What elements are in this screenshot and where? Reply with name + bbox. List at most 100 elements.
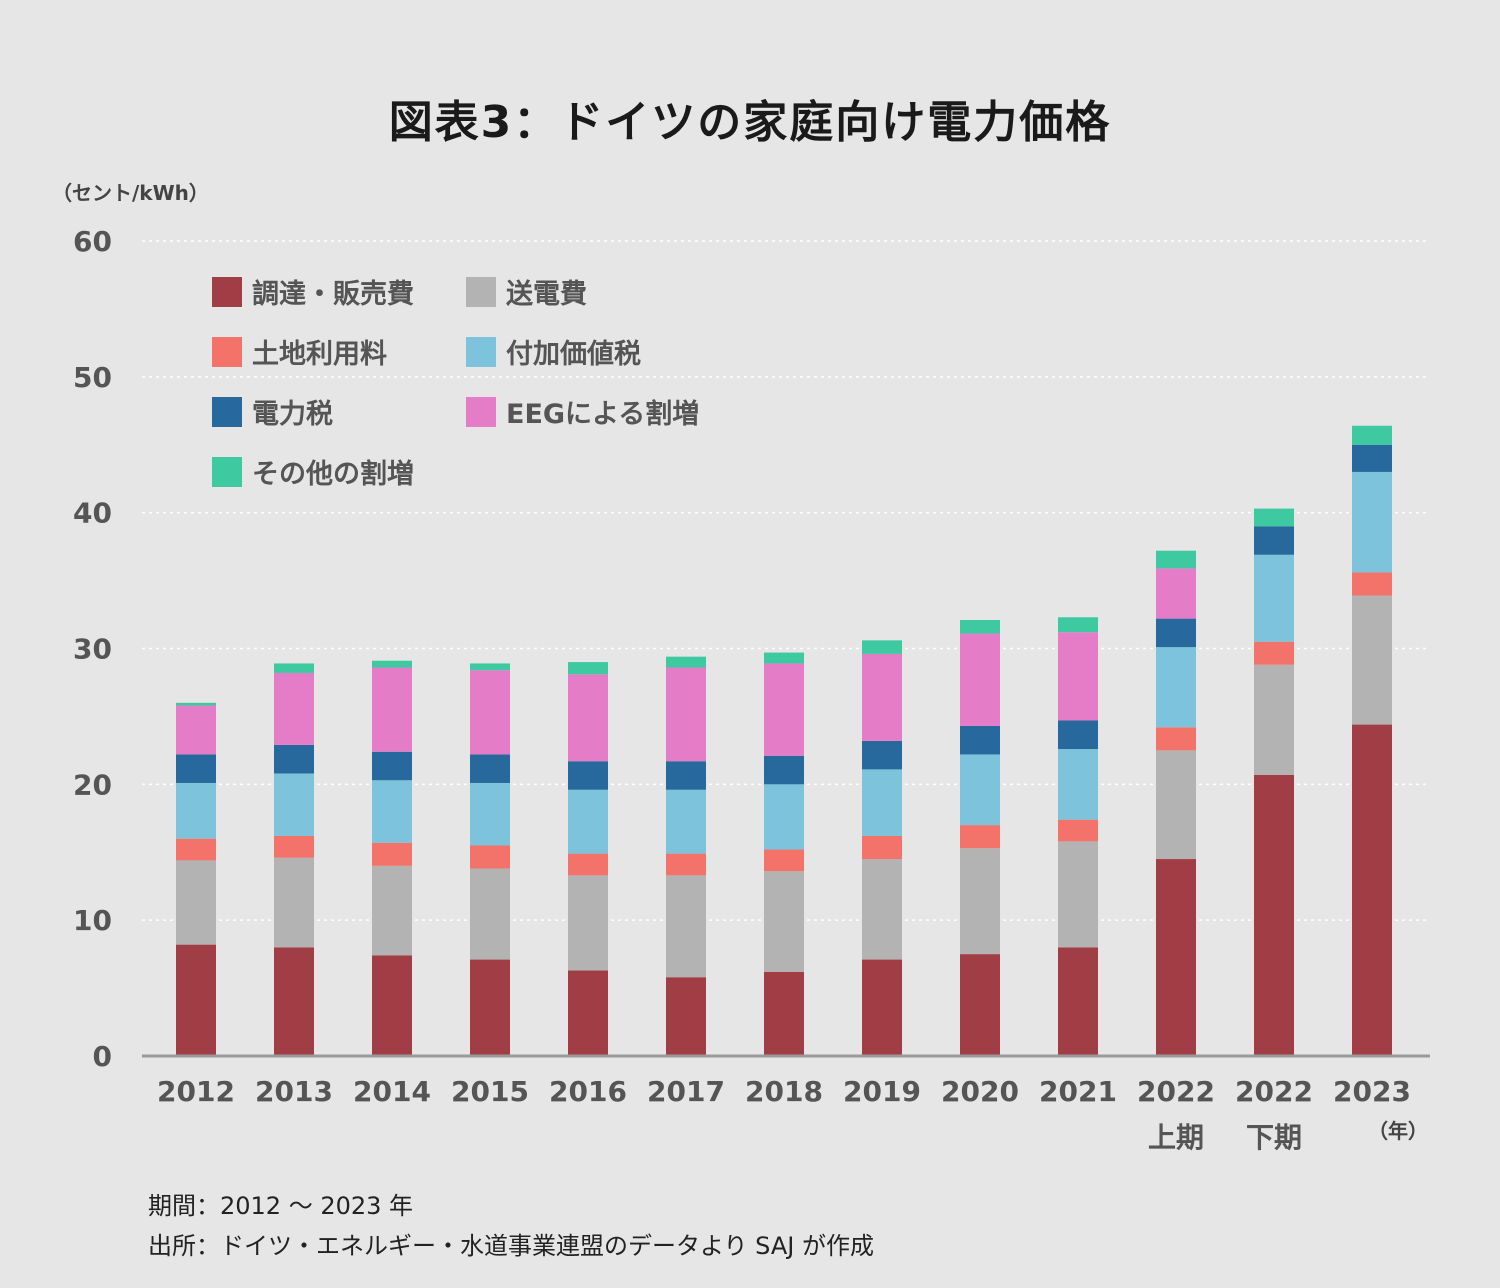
x-tick-label-0-0: 2012	[157, 1075, 235, 1108]
bar-segment-9-2	[1058, 819, 1098, 842]
footnote-source: 出所：ドイツ・エネルギー・水道事業連盟のデータより SAJ が作成	[148, 1232, 874, 1260]
bar-segment-9-0	[1058, 947, 1098, 1056]
bar-segment-3-0	[470, 959, 510, 1056]
bar-segment-1-2	[274, 835, 314, 858]
x-tick-label-9-0: 2021	[1039, 1075, 1117, 1108]
x-tick-label-11-0: 2022	[1235, 1075, 1313, 1108]
bar-segment-1-5	[274, 672, 314, 745]
y-tick-label-40: 40	[73, 497, 112, 530]
bar-segment-2-6	[372, 660, 412, 668]
x-axis-unit-label: （年）	[1368, 1119, 1428, 1143]
bar-segment-1-0	[274, 947, 314, 1056]
bar-segment-4-0	[568, 970, 608, 1056]
bar-segment-0-0	[176, 944, 216, 1056]
bar-segment-6-6	[764, 652, 804, 664]
bar-segment-9-3	[1058, 749, 1098, 820]
chart-title: 図表3：ドイツの家庭向け電力価格	[388, 97, 1112, 148]
axes: （セント/kWh） 0 10 20 30 40 50 60 2012 2013 2014 2015 20…	[52, 181, 1430, 1154]
bar-segment-4-5	[568, 674, 608, 762]
x-tick-label-3-0: 2015	[451, 1075, 529, 1108]
legend-label-3: 付加価値税	[506, 339, 641, 370]
bar-segment-12-2	[1352, 572, 1392, 596]
bar-segment-3-4	[470, 754, 510, 783]
bar-segment-2-5	[372, 667, 412, 752]
bar-segment-7-0	[862, 959, 902, 1056]
x-tick-label-12-0: 2023	[1333, 1075, 1411, 1108]
bar-segment-0-2	[176, 838, 216, 861]
bar-segment-12-1	[1352, 595, 1392, 725]
x-tick-label-11-1: 下期	[1246, 1121, 1302, 1154]
bar-segment-5-1	[666, 875, 706, 978]
legend-label-1: 送電費	[506, 279, 587, 310]
bar-segment-2-3	[372, 780, 412, 843]
legend-label-6: その他の割増	[252, 458, 414, 490]
bar-segment-4-4	[568, 761, 608, 790]
bar-segment-3-6	[470, 663, 510, 671]
bar-segment-9-1	[1058, 841, 1098, 948]
x-tick-label-4-0: 2016	[549, 1075, 627, 1108]
legend-swatch-5	[466, 397, 496, 427]
bar-segment-6-2	[764, 849, 804, 872]
bar-segment-6-0	[764, 971, 804, 1056]
bar-segment-9-4	[1058, 720, 1098, 750]
bar-segment-8-6	[960, 619, 1000, 634]
bar-segment-0-6	[176, 702, 216, 706]
legend-swatch-2	[212, 337, 242, 367]
bar-segment-3-2	[470, 845, 510, 869]
bar-segment-11-4	[1254, 526, 1294, 555]
bar-segment-7-2	[862, 835, 902, 860]
bar-segment-7-3	[862, 769, 902, 836]
y-tick-label-0: 0	[93, 1040, 112, 1073]
bar-segment-10-1	[1156, 750, 1196, 860]
bar-segment-1-4	[274, 744, 314, 774]
bar-segment-3-3	[470, 782, 510, 846]
bar-segment-6-3	[764, 784, 804, 850]
bar-segment-7-4	[862, 740, 902, 770]
bar-segment-2-2	[372, 842, 412, 866]
bar-segment-8-2	[960, 825, 1000, 849]
bar-segment-6-1	[764, 871, 804, 972]
bar-segment-8-4	[960, 725, 1000, 755]
legend-swatch-3	[466, 337, 496, 367]
bar-segment-0-5	[176, 705, 216, 755]
bar-segment-0-3	[176, 782, 216, 839]
bar-segment-0-1	[176, 860, 216, 945]
legend-swatch-0	[212, 277, 242, 307]
bar-segment-10-2	[1156, 727, 1196, 751]
bar-segment-4-1	[568, 875, 608, 971]
x-tick-label-10-0: 2022	[1137, 1075, 1215, 1108]
bar-segment-5-2	[666, 853, 706, 876]
bar-segment-8-5	[960, 633, 1000, 726]
bar-segment-0-4	[176, 754, 216, 783]
bar-segment-11-0	[1254, 774, 1294, 1056]
bar-segment-11-1	[1254, 664, 1294, 775]
x-tick-label-8-0: 2020	[941, 1075, 1019, 1108]
bar-segment-5-0	[666, 977, 706, 1056]
bar-segment-12-0	[1352, 724, 1392, 1056]
bar-segment-5-4	[666, 761, 706, 790]
x-tick-label-2-0: 2014	[353, 1075, 431, 1108]
bar-segment-11-3	[1254, 554, 1294, 642]
y-axis-unit-label: （セント/kWh）	[52, 181, 209, 205]
x-tick-label-6-0: 2018	[745, 1075, 823, 1108]
legend-swatch-4	[212, 397, 242, 427]
bar-segment-12-6	[1352, 425, 1392, 445]
x-tick-label-5-0: 2017	[647, 1075, 725, 1108]
bar-segment-8-3	[960, 754, 1000, 826]
bar-segment-1-1	[274, 857, 314, 948]
y-tick-label-10: 10	[73, 904, 112, 937]
y-tick-label-50: 50	[73, 361, 112, 394]
footnote-period: 期間：2012 〜 2023 年	[148, 1192, 414, 1220]
bar-segment-7-6	[862, 640, 902, 654]
bar-segment-4-3	[568, 789, 608, 854]
legend-label-2: 土地利用料	[252, 339, 387, 370]
legend-label-0: 調達・販売費	[252, 278, 414, 310]
bar-segment-10-5	[1156, 568, 1196, 619]
x-tick-label-1-0: 2013	[255, 1075, 333, 1108]
bar-segment-12-4	[1352, 444, 1392, 472]
bar-segment-5-5	[666, 667, 706, 762]
bar-segment-11-6	[1254, 508, 1294, 527]
bar-segment-10-0	[1156, 859, 1196, 1056]
bar-segment-2-1	[372, 865, 412, 956]
